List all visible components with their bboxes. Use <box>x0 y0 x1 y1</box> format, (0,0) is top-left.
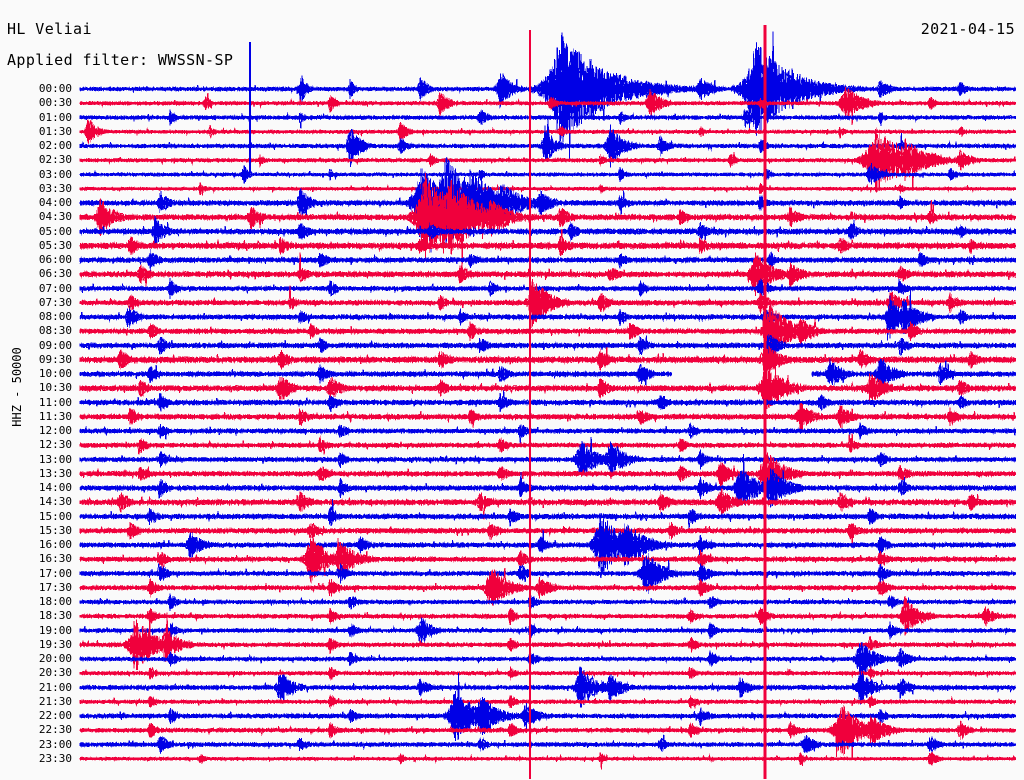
seismic-trace <box>79 302 1016 380</box>
time-tick-label: 15:30 <box>38 523 72 537</box>
time-tick-label: 23:30 <box>38 751 72 765</box>
seismic-trace <box>79 433 1016 455</box>
seismic-trace <box>79 617 1016 644</box>
time-tick-label: 16:30 <box>38 552 72 566</box>
seismic-trace <box>79 278 1016 299</box>
seismic-trace <box>79 422 1016 444</box>
time-tick-label: 16:00 <box>38 538 72 551</box>
time-tick-label: 05:00 <box>38 224 72 238</box>
seismic-trace <box>79 568 1016 606</box>
time-tick-label: 01:30 <box>38 124 72 138</box>
seismic-trace <box>79 364 1016 412</box>
seismic-trace <box>79 163 1016 185</box>
seismic-trace <box>79 488 1016 520</box>
time-tick-label: 05:30 <box>38 238 72 252</box>
time-tick-label: 12:00 <box>38 424 72 437</box>
time-tick-label: 07:00 <box>38 281 72 295</box>
seismic-trace <box>79 31 1016 161</box>
time-tick-label: 11:00 <box>38 395 72 409</box>
date-label: 2021-04-15 <box>920 20 1015 38</box>
time-tick-label: 21:30 <box>38 694 72 708</box>
seismic-trace <box>79 279 1016 335</box>
seismic-trace <box>79 513 1016 576</box>
seismic-trace <box>79 87 1016 126</box>
time-tick-label: 01:00 <box>38 110 72 124</box>
seismic-trace <box>79 537 1016 584</box>
time-tick-label: 17:30 <box>38 580 72 594</box>
time-tick-label: 04:30 <box>38 210 72 224</box>
time-tick-label: 20:00 <box>38 652 72 665</box>
seismic-trace <box>79 552 1016 595</box>
time-tick-label: 11:30 <box>38 409 72 423</box>
time-tick-label: 03:00 <box>38 167 72 181</box>
seismic-trace <box>79 229 1016 257</box>
seismic-trace <box>79 593 1016 612</box>
seismic-trace <box>79 521 1016 546</box>
time-tick-label: 18:00 <box>38 595 72 608</box>
seismic-trace <box>79 734 1016 754</box>
time-tick-label: 06:30 <box>38 267 72 281</box>
time-tick-label: 07:30 <box>38 295 72 309</box>
seismic-trace <box>79 182 1016 196</box>
seismic-trace <box>79 252 1016 297</box>
seismic-trace <box>79 694 1016 709</box>
time-tick-label: 20:30 <box>38 666 72 680</box>
time-tick-label: 22:00 <box>38 709 72 722</box>
time-tick-label: 19:00 <box>38 623 72 637</box>
time-tick-label: 13:30 <box>38 466 72 480</box>
time-tick-label: 00:30 <box>38 96 72 110</box>
time-tick-label: 00:00 <box>38 82 72 95</box>
time-tick-label: 14:00 <box>38 481 72 494</box>
time-tick-label: 12:30 <box>38 438 72 452</box>
seismic-trace <box>79 705 1016 758</box>
time-tick-label: 09:00 <box>38 338 72 352</box>
seismic-trace <box>79 436 1016 478</box>
seismic-trace <box>79 127 1016 193</box>
seismic-trace <box>79 288 1016 341</box>
seismic-trace <box>79 673 1016 741</box>
seismic-trace <box>79 595 1016 636</box>
time-axis: 00:00 00:30 01:00 01:30 02:00 02:30 03:00 03:30… <box>0 0 78 780</box>
station-title: HL Veliai <box>7 20 92 38</box>
time-tick-label: 02:30 <box>38 153 72 167</box>
time-tick-label: 09:30 <box>38 352 72 366</box>
time-tick-label: 19:30 <box>38 637 72 651</box>
time-tick-label: 13:00 <box>38 452 72 466</box>
time-tick-label: 18:30 <box>38 609 72 623</box>
seismic-trace <box>79 216 1016 247</box>
seismic-trace <box>79 402 1016 431</box>
seismic-trace <box>79 249 1016 271</box>
seismic-trace <box>79 172 1016 267</box>
time-tick-label: 08:30 <box>38 324 72 338</box>
time-tick-label: 14:30 <box>38 495 72 509</box>
time-tick-label: 22:30 <box>38 723 72 737</box>
seismic-trace <box>79 334 1016 357</box>
seismic-trace <box>79 157 1016 253</box>
applied-filter-label: Applied filter: WWSSN-SP <box>7 51 234 69</box>
seismic-trace <box>79 641 1016 678</box>
time-tick-label: 10:00 <box>38 367 72 380</box>
time-tick-label: 15:00 <box>38 509 72 523</box>
seismic-trace <box>79 751 1016 770</box>
seismic-trace <box>79 341 1016 377</box>
time-tick-label: 21:00 <box>38 680 72 694</box>
time-tick-label: 04:00 <box>38 196 72 209</box>
time-tick-label: 08:00 <box>38 310 72 323</box>
seismic-trace <box>79 390 1016 412</box>
time-tick-label: 03:30 <box>38 181 72 195</box>
seismic-trace <box>79 453 1016 508</box>
seismic-trace <box>79 424 1016 500</box>
time-tick-label: 10:30 <box>38 381 72 395</box>
time-tick-label: 06:00 <box>38 253 72 266</box>
time-tick-label: 02:00 <box>38 139 72 152</box>
time-tick-label: 23:00 <box>38 737 72 751</box>
time-tick-label: 17:00 <box>38 566 72 580</box>
seismic-trace <box>79 666 1016 708</box>
seismic-trace <box>79 665 1016 681</box>
seismic-trace <box>79 115 1016 168</box>
seismic-trace <box>79 358 1016 390</box>
